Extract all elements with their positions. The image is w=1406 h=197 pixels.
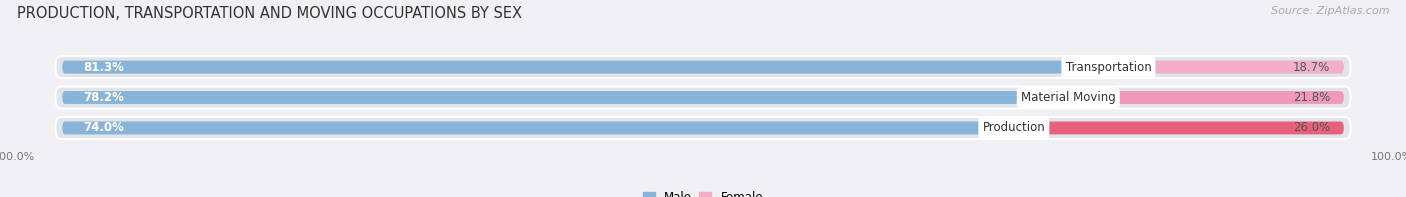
FancyBboxPatch shape <box>62 122 1344 134</box>
Text: 26.0%: 26.0% <box>1292 122 1330 135</box>
Legend: Male, Female: Male, Female <box>643 191 763 197</box>
Text: Source: ZipAtlas.com: Source: ZipAtlas.com <box>1271 6 1389 16</box>
FancyBboxPatch shape <box>62 91 1344 104</box>
Text: 18.7%: 18.7% <box>1292 60 1330 73</box>
FancyBboxPatch shape <box>62 122 1007 134</box>
Text: Production: Production <box>983 122 1045 135</box>
Text: 74.0%: 74.0% <box>83 122 124 135</box>
FancyBboxPatch shape <box>62 61 1101 73</box>
Text: PRODUCTION, TRANSPORTATION AND MOVING OCCUPATIONS BY SEX: PRODUCTION, TRANSPORTATION AND MOVING OC… <box>17 6 522 21</box>
FancyBboxPatch shape <box>1076 91 1344 104</box>
Text: 78.2%: 78.2% <box>83 91 124 104</box>
FancyBboxPatch shape <box>55 86 1351 109</box>
FancyBboxPatch shape <box>55 117 1351 139</box>
Text: Transportation: Transportation <box>1066 60 1152 73</box>
FancyBboxPatch shape <box>55 56 1351 78</box>
Text: Material Moving: Material Moving <box>1021 91 1115 104</box>
Text: 81.3%: 81.3% <box>83 60 124 73</box>
FancyBboxPatch shape <box>1021 122 1344 134</box>
FancyBboxPatch shape <box>62 91 1062 104</box>
FancyBboxPatch shape <box>1115 61 1344 73</box>
Text: 21.8%: 21.8% <box>1292 91 1330 104</box>
FancyBboxPatch shape <box>62 61 1344 73</box>
